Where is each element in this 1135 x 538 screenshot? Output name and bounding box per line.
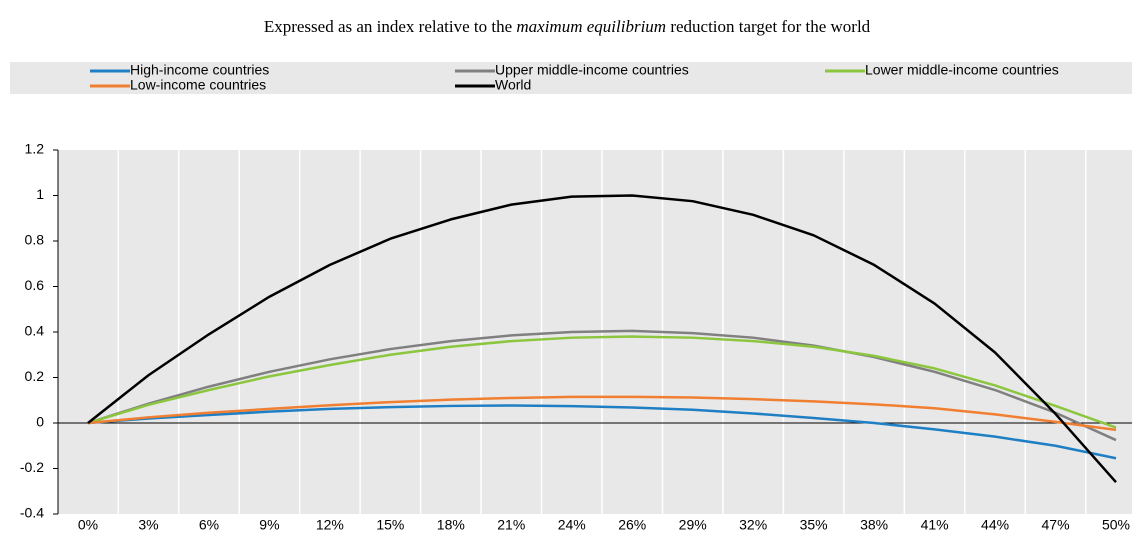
y-tick-label: 1.2 (25, 141, 45, 157)
series-line (87, 395, 1117, 432)
x-tick-label: 21% (497, 517, 525, 533)
x-tick-label: 35% (800, 517, 828, 533)
x-tick-label: 6% (199, 517, 219, 533)
y-tick-label: 0.6 (25, 277, 45, 293)
legend-label: World (495, 77, 531, 93)
x-tick-label: 9% (259, 517, 279, 533)
x-tick-label: 44% (981, 517, 1009, 533)
legend-label: Lower middle-income countries (865, 62, 1059, 78)
y-tick-label: -0.4 (20, 505, 44, 521)
legend-label: High-income countries (130, 62, 269, 78)
x-tick-label: 18% (437, 517, 465, 533)
y-tick-label: -0.2 (20, 459, 44, 475)
legend-background (10, 62, 1132, 94)
y-tick-label: 0 (36, 414, 44, 430)
series-line (87, 194, 1117, 483)
x-tick-label: 26% (618, 517, 646, 533)
y-tick-label: 1 (36, 186, 44, 202)
x-tick-label: 12% (316, 517, 344, 533)
legend-label: Upper middle-income countries (495, 62, 689, 78)
x-tick-label: 29% (679, 517, 707, 533)
chart-title: Expressed as an index relative to the ma… (264, 17, 871, 36)
series-line (87, 404, 1117, 460)
legend-label: Low-income countries (130, 77, 266, 93)
series-line (87, 335, 1117, 429)
y-tick-label: 0.2 (25, 368, 45, 384)
x-tick-label: 3% (138, 517, 158, 533)
x-tick-label: 41% (921, 517, 949, 533)
y-tick-label: 0.8 (25, 232, 45, 248)
x-tick-label: 32% (739, 517, 767, 533)
x-tick-label: 50% (1102, 517, 1130, 533)
x-tick-label: 38% (860, 517, 888, 533)
x-tick-label: 15% (376, 517, 404, 533)
series-line (87, 329, 1117, 442)
x-tick-label: 47% (1042, 517, 1070, 533)
x-tick-label: 24% (558, 517, 586, 533)
y-tick-label: 0.4 (25, 323, 45, 339)
x-tick-label: 0% (78, 517, 98, 533)
